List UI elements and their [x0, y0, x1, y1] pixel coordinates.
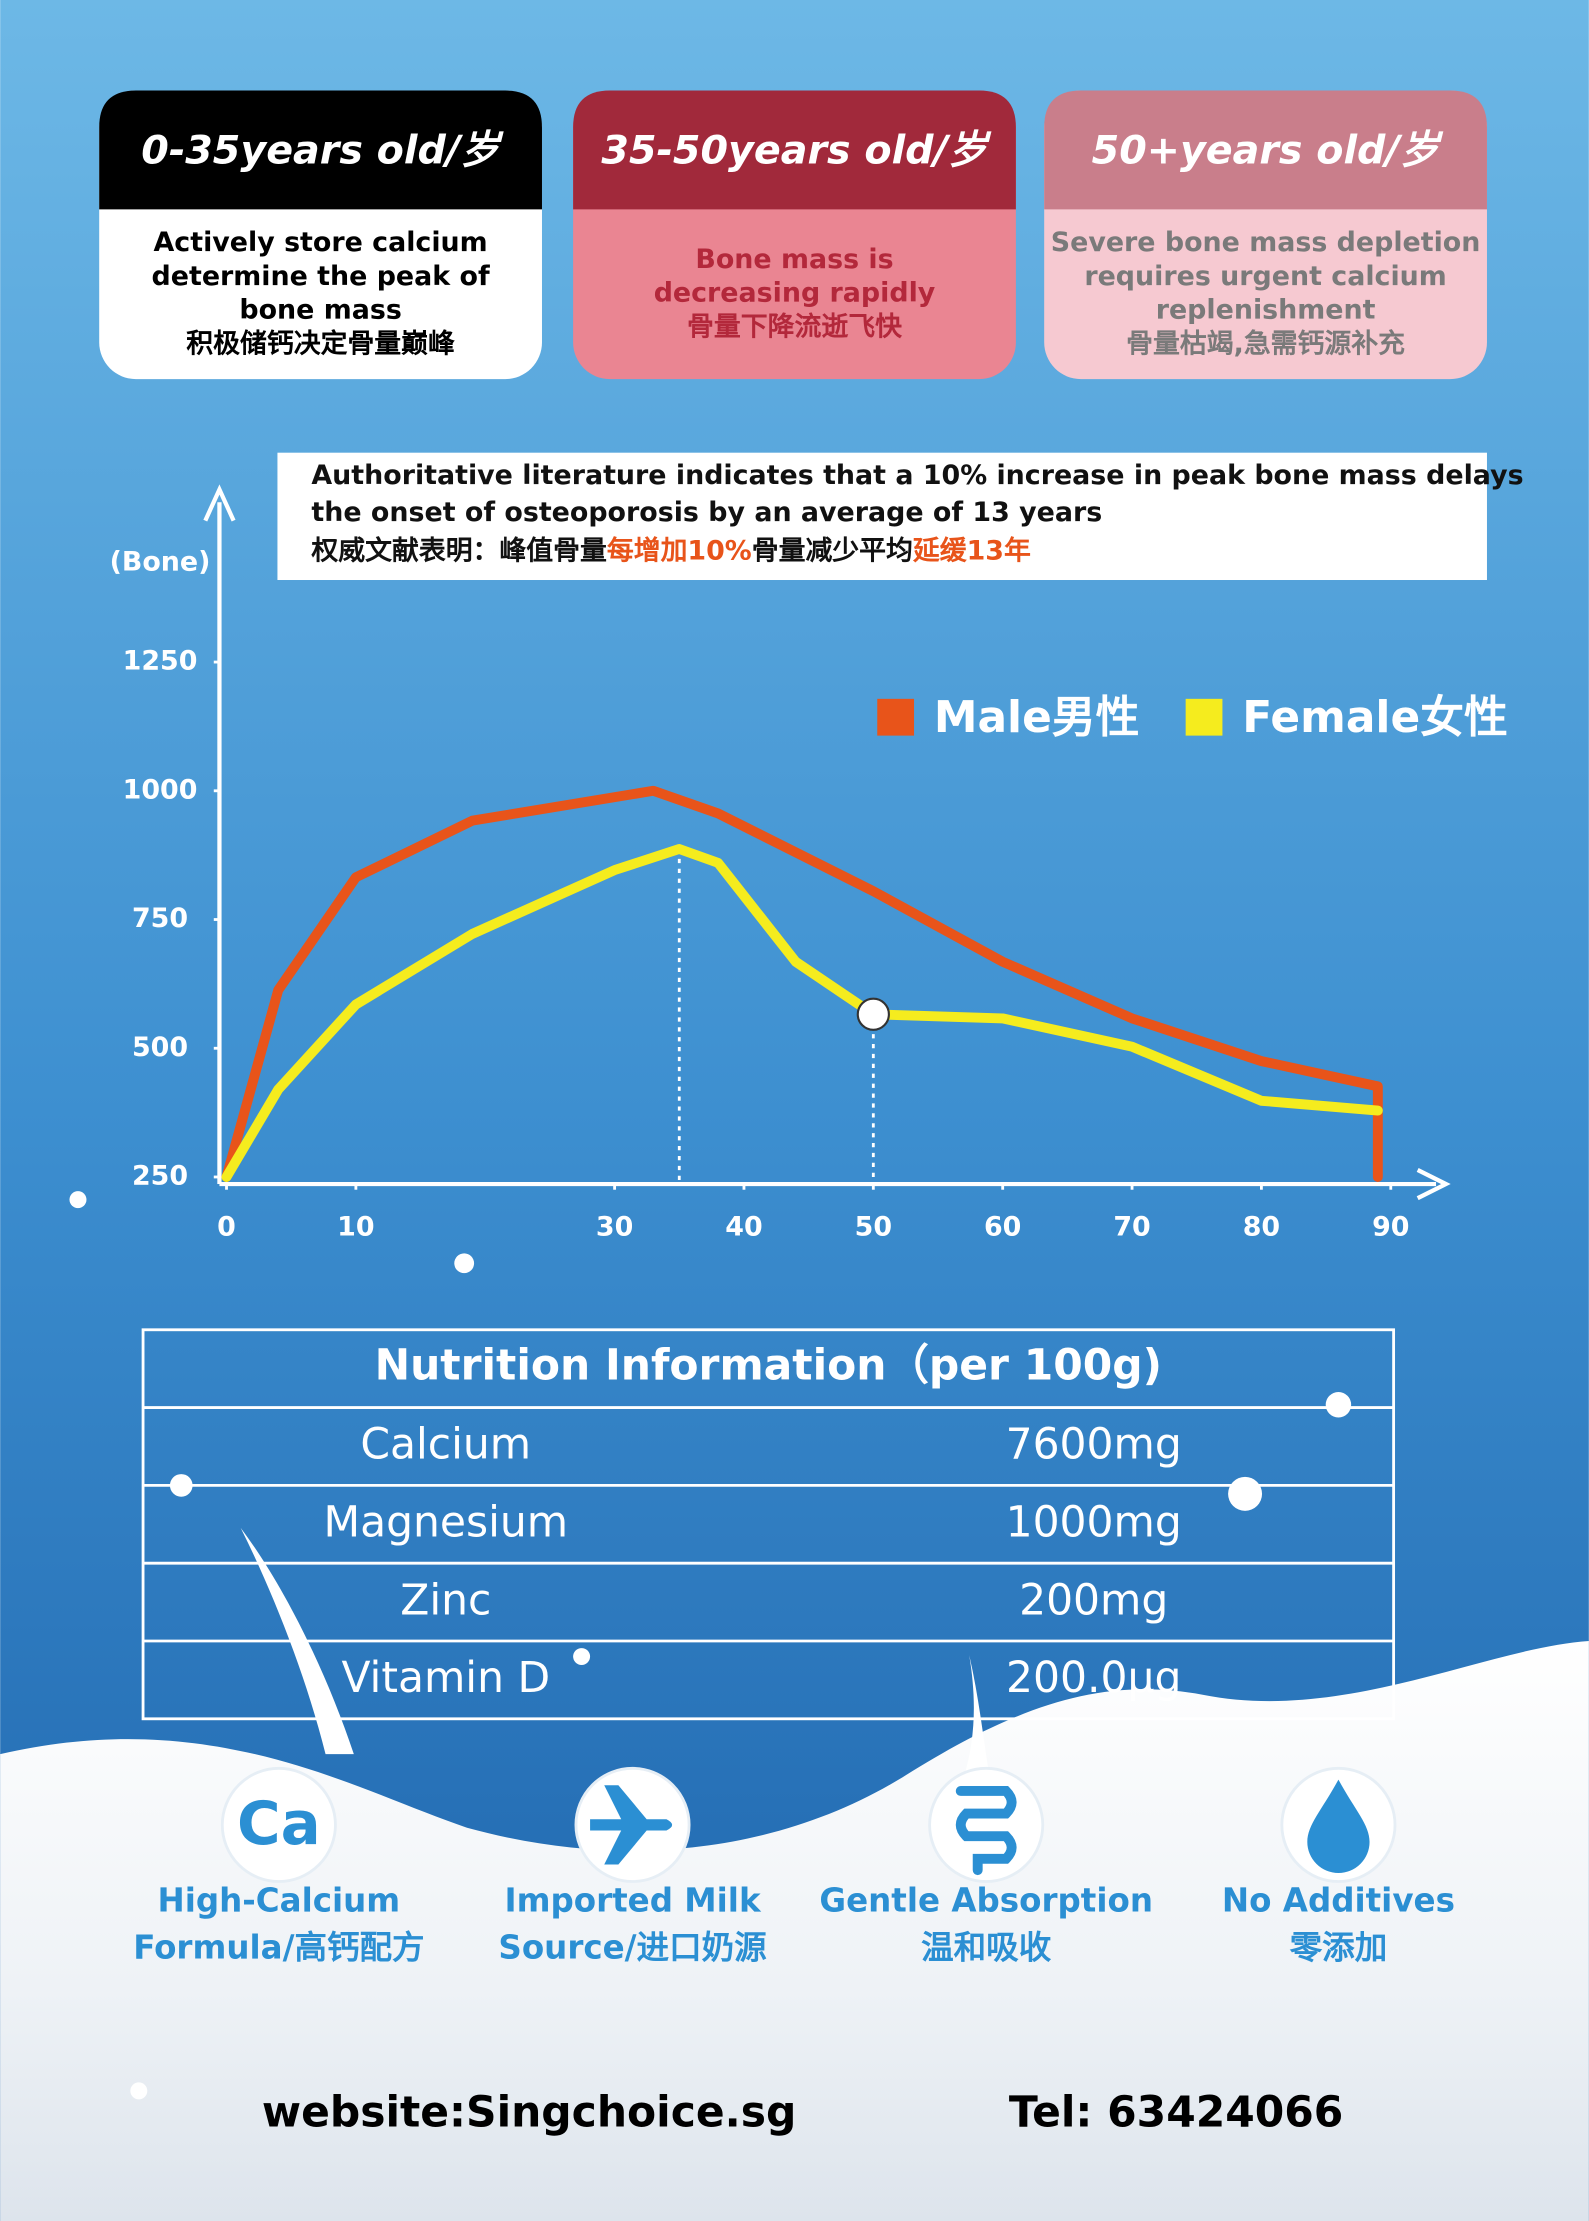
- nutrient-amount: 200mg: [1019, 1576, 1168, 1625]
- note-part: 权威文献表明：峰值骨量: [310, 534, 607, 566]
- x-tick-label: 0: [217, 1211, 236, 1242]
- telephone: Tel: 63424066: [1009, 2088, 1343, 2137]
- feature-label: Formula/高钙配方: [133, 1928, 424, 1966]
- feature-badge: [928, 1766, 1045, 1883]
- nutrient-name: Magnesium: [323, 1498, 568, 1547]
- nutrient-name: Zinc: [400, 1576, 491, 1625]
- drop-icon: [1307, 1779, 1370, 1873]
- feature-label: No Additives: [1222, 1882, 1455, 1920]
- y-axis-arrow: [203, 484, 236, 522]
- series-line: [221, 785, 1383, 1182]
- card-text: 骨量枯竭,急需钙源补充: [1126, 328, 1405, 360]
- series-line: [221, 844, 1383, 1182]
- table-title: Nutrition Information（per 100g): [375, 1341, 1162, 1390]
- legend-swatch: [877, 698, 915, 736]
- card-text: 骨量下降流逝飞快: [687, 312, 903, 343]
- feature-label: Gentle Absorption: [819, 1882, 1153, 1920]
- card-text: replenishment: [1156, 295, 1376, 326]
- note-highlight: 每增加10%: [607, 534, 752, 566]
- card-title: 0-35years old/岁: [141, 127, 504, 173]
- legend-swatch: [1185, 698, 1223, 736]
- y-tick-label: 1000: [123, 774, 198, 805]
- note-line: the onset of osteoporosis by an average …: [311, 497, 1102, 528]
- note-box: [277, 452, 1487, 581]
- note-line: Authoritative literature indicates that …: [311, 460, 1523, 491]
- x-tick-label: 30: [596, 1211, 633, 1242]
- card-title: 50+years old/岁: [1092, 127, 1444, 173]
- y-tick-label: 500: [132, 1032, 188, 1063]
- card-title: 35-50years old/岁: [601, 127, 992, 173]
- y-tick-label: 1250: [123, 646, 198, 677]
- card-header: [1044, 90, 1487, 210]
- card-text: Severe bone mass depletion: [1051, 227, 1481, 258]
- x-tick-label: 50: [855, 1211, 892, 1242]
- feature-label: 零添加: [1290, 1928, 1388, 1966]
- y-tick-label: 750: [132, 903, 188, 934]
- feature-label: Imported Milk: [504, 1882, 761, 1920]
- highlight-point: [856, 997, 890, 1031]
- y-tick-label: 250: [132, 1160, 188, 1191]
- intestine-icon: [955, 1785, 1017, 1876]
- card-text: requires urgent calcium: [1084, 261, 1446, 292]
- note-highlight: 延缓13年: [912, 534, 1031, 566]
- card-header: [99, 90, 542, 210]
- table-frame: [141, 1328, 1396, 1721]
- feature-icon: Ca: [237, 1790, 321, 1859]
- legend-label: Male男性: [934, 692, 1140, 743]
- feature-label: Source/进口奶源: [498, 1928, 767, 1966]
- card-text: bone mass: [239, 295, 401, 326]
- nutrient-name: Vitamin D: [341, 1654, 550, 1703]
- card-text: Actively store calcium: [154, 227, 488, 258]
- nutrient-name: Calcium: [360, 1421, 531, 1470]
- x-tick-label: 90: [1372, 1211, 1409, 1242]
- nutrient-amount: 7600mg: [1006, 1421, 1182, 1470]
- card-text: determine the peak of: [152, 261, 490, 292]
- website: website:Singchoice.sg: [262, 2088, 796, 2137]
- y-axis-label: (Bone): [110, 547, 211, 578]
- nutrient-amount: 200.0μg: [1006, 1654, 1181, 1703]
- legend-label: Female女性: [1242, 692, 1508, 743]
- note-part: 骨量减少平均: [752, 535, 913, 566]
- x-axis-arrow: [1416, 1168, 1451, 1201]
- feature-label: High-Calcium: [158, 1882, 401, 1920]
- card-text: 积极储钙决定骨量巅峰: [186, 328, 455, 360]
- x-tick-label: 70: [1113, 1211, 1150, 1242]
- note-line: 权威文献表明：峰值骨量每增加10%骨量减少平均延缓13年: [310, 534, 1031, 566]
- milk-splash: [0, 1640, 1589, 2221]
- plane-icon: [590, 1785, 673, 1865]
- card-text: Bone mass is: [695, 244, 893, 275]
- x-tick-label: 10: [337, 1211, 374, 1242]
- feature-label: 温和吸收: [921, 1928, 1052, 1966]
- feature-badge: [220, 1766, 337, 1883]
- x-tick-label: 80: [1243, 1211, 1280, 1242]
- x-tick-label: 60: [984, 1211, 1021, 1242]
- card-text: decreasing rapidly: [654, 278, 936, 309]
- card-header: [573, 90, 1016, 210]
- nutrient-amount: 1000mg: [1006, 1498, 1182, 1547]
- x-tick-label: 40: [725, 1211, 762, 1242]
